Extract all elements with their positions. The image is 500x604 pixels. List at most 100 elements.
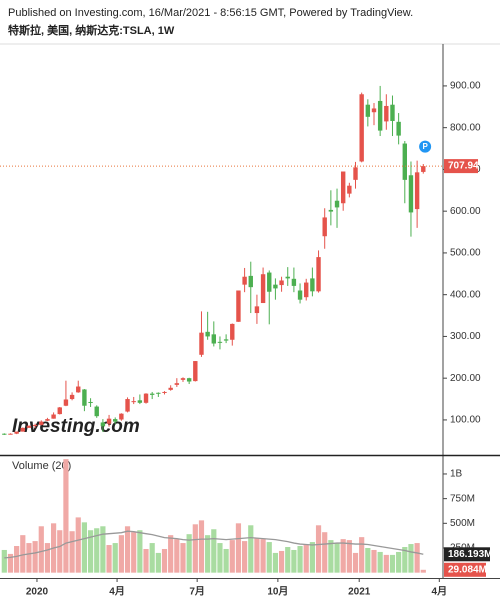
volume-bar: [315, 525, 322, 573]
volume-bar: [106, 545, 112, 573]
price-label-box: [444, 159, 478, 174]
y-tick-label: 1B: [450, 469, 463, 480]
candle-body: [2, 433, 7, 435]
candle-body: [223, 339, 229, 341]
x-tick-label: 10月: [267, 586, 288, 598]
candle-body: [14, 431, 19, 434]
volume-bar: [285, 547, 291, 573]
volume-bar: [180, 543, 186, 573]
candle-body: [304, 282, 309, 298]
volume-bar: [229, 540, 235, 573]
candle-body: [353, 167, 358, 180]
volume-bar: [168, 535, 174, 573]
volume-bar: [328, 540, 334, 573]
volume-bar: [7, 553, 14, 573]
volume-bar: [334, 543, 340, 573]
y-tick-label: 400.00: [450, 289, 481, 300]
volume-bar: [235, 523, 242, 573]
candle-body: [156, 392, 161, 394]
candle-body: [106, 418, 112, 424]
volume-bar: [352, 552, 359, 573]
ma-last-label: 186.193M: [448, 549, 492, 560]
candle-body: [248, 275, 253, 288]
candle-body: [384, 105, 389, 122]
candle-body: [328, 209, 334, 212]
candle-body: [193, 361, 198, 382]
volume-bar: [396, 551, 402, 573]
volume-bar: [272, 552, 279, 573]
y-tick-label: 500.00: [450, 248, 481, 259]
candle-body: [322, 217, 327, 237]
volume-bar: [1, 549, 7, 573]
volume-bar: [322, 532, 328, 573]
candle-body: [211, 334, 216, 344]
candle-body: [20, 427, 25, 432]
candle-body: [359, 94, 364, 162]
candle-body: [26, 425, 32, 428]
candle-body: [421, 166, 426, 172]
candle-body: [76, 386, 81, 393]
candle-body: [291, 278, 297, 286]
volume-bar: [365, 547, 371, 573]
volume-bar: [112, 543, 118, 573]
volume-label-box: [444, 562, 486, 577]
candle-body: [57, 407, 62, 415]
volume-bar: [186, 534, 192, 573]
volume-bar: [137, 530, 143, 573]
volume-bar: [155, 552, 161, 573]
volume-bar: [192, 524, 198, 573]
candle-body: [267, 272, 272, 292]
volume-bar: [57, 530, 63, 573]
volume-bar: [75, 517, 81, 573]
volume-ma: [4, 530, 424, 559]
candle-body: [149, 393, 155, 395]
volume-bar: [371, 549, 377, 573]
y-tick-label: 750M: [450, 493, 475, 504]
candle-body: [113, 419, 118, 422]
volume-bar: [100, 526, 106, 573]
candle-body: [69, 394, 75, 400]
candle-body: [174, 383, 180, 385]
x-tick-label: 2021: [348, 587, 371, 598]
y-tick-label: 300.00: [450, 331, 481, 342]
volume-bar: [402, 547, 408, 573]
candle-body: [8, 433, 13, 435]
candle-body: [347, 185, 352, 194]
volume-bar: [242, 541, 248, 573]
volume-bar: [223, 548, 229, 573]
candle-body: [82, 389, 87, 406]
candle-body: [45, 419, 50, 421]
candle-body: [88, 401, 93, 403]
volume-bar: [420, 569, 426, 573]
candle-body: [230, 323, 235, 340]
volume-bar: [383, 554, 389, 573]
candle-body: [242, 276, 247, 285]
candle-body: [285, 276, 290, 279]
volume-bar: [20, 535, 26, 573]
y-tick-label: 100.00: [450, 415, 481, 426]
volume-bar: [94, 528, 100, 573]
candle-body: [396, 121, 401, 136]
candle-body: [297, 290, 303, 300]
candle-body: [273, 284, 278, 289]
volume-bar: [309, 542, 315, 573]
volume-bar: [205, 535, 211, 573]
volume-bar: [291, 549, 297, 573]
candle-body: [408, 175, 414, 213]
candle-body: [199, 332, 204, 355]
volume-bar: [131, 532, 137, 573]
volume-bar: [44, 543, 51, 573]
volume-bar: [408, 544, 414, 573]
volume-bar: [254, 538, 260, 573]
volume-bar: [149, 543, 155, 573]
volume-bar: [81, 522, 88, 573]
volume-bar: [143, 548, 149, 573]
published-note: Published on Investing.com, 16/Mar/2021 …: [8, 7, 413, 19]
volume-bar: [118, 535, 124, 573]
candle-body: [125, 399, 130, 412]
candle-body: [131, 401, 136, 403]
volume-bar: [26, 543, 32, 573]
candle-body: [310, 278, 315, 292]
